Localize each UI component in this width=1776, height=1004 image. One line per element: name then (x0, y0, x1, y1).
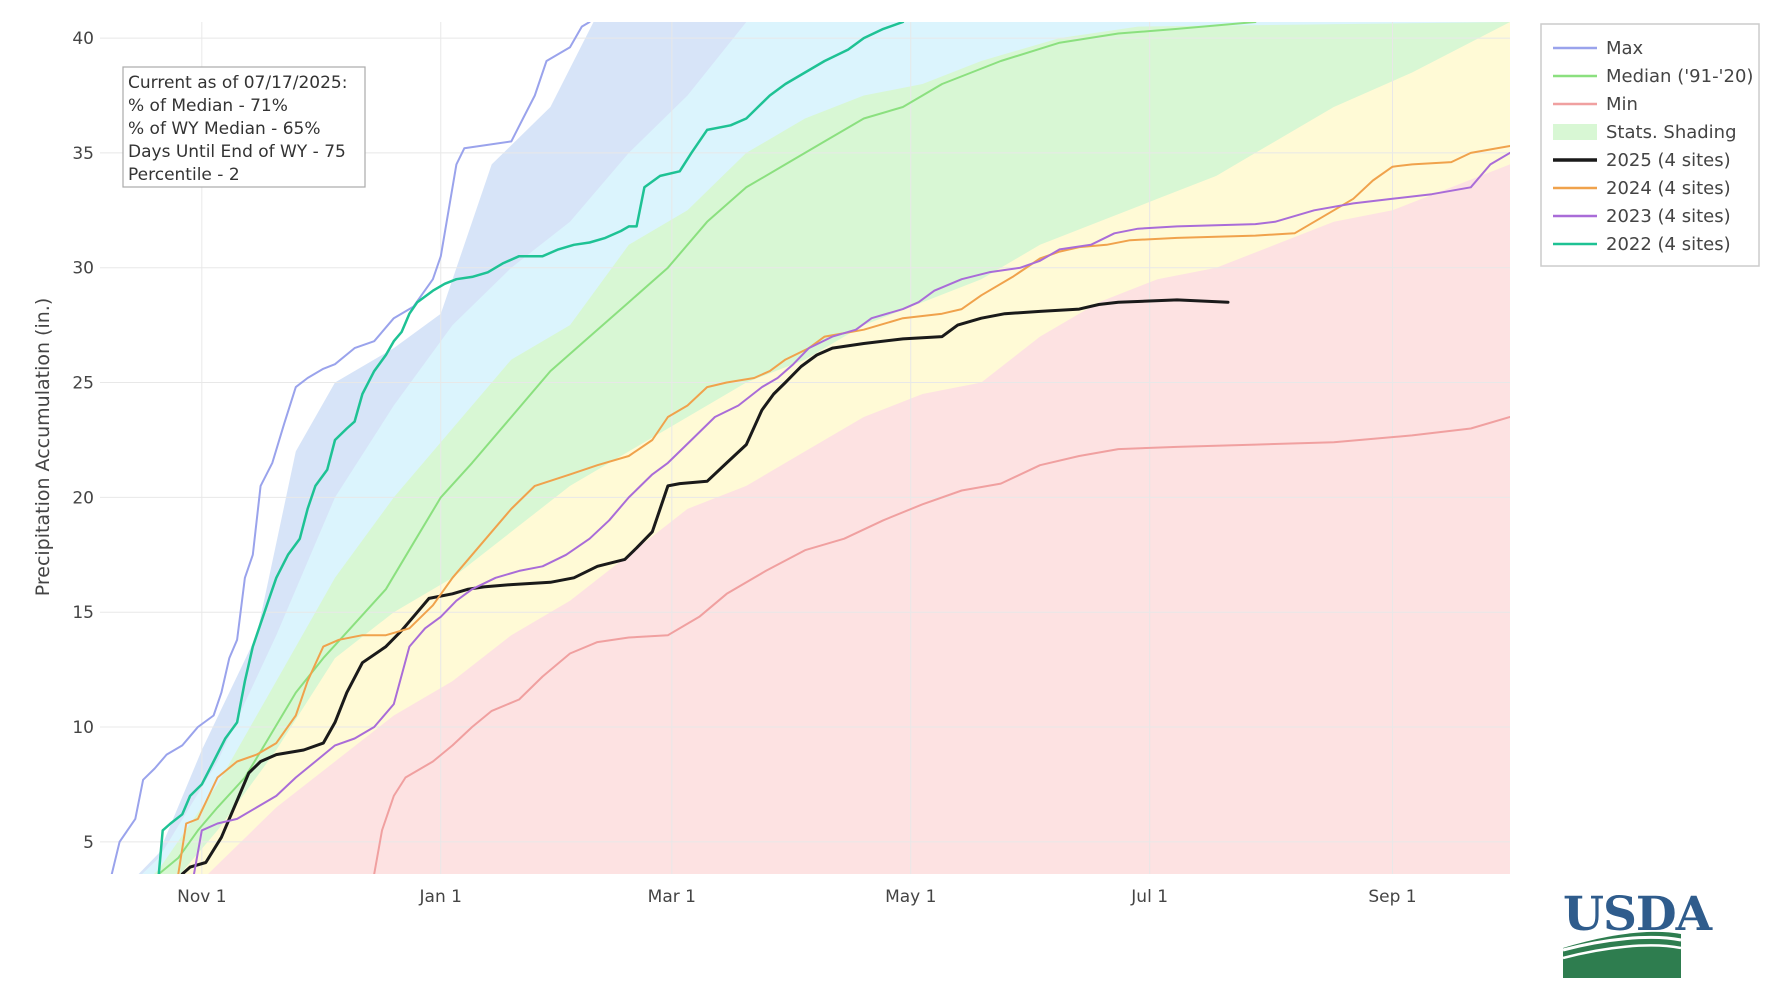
usda-logo-stripe-2 (1562, 944, 1682, 960)
y-axis-ticks: 5 10 15 20 25 30 35 40 (72, 29, 94, 853)
legend-label-4: 2025 (4 sites) (1606, 150, 1731, 171)
series-line-2024-4-sites (177, 145, 1510, 874)
y-tick-label-0: 5 (83, 833, 94, 853)
legend: Max Median ('91-'20) Min Stats. Shading 2025… (1540, 23, 1760, 267)
y-tick-label-2: 15 (72, 603, 94, 623)
x-tick-label-0: Nov 1 (177, 887, 226, 907)
legend-label-3: Stats. Shading (1606, 122, 1737, 143)
info-line-percentile: Percentile - 2 (128, 165, 240, 185)
info-line-days: Days Until End of WY - 75 (128, 142, 346, 162)
y-tick-label-5: 30 (72, 259, 94, 279)
series-line-median-91-20 (157, 22, 1257, 874)
x-axis-ticks: Nov 1 Jan 1 Mar 1 May 1 Jul 1 Sep 1 (177, 887, 1417, 907)
stats-band-4 (208, 164, 1510, 874)
x-tick-label-2: Mar 1 (648, 887, 696, 907)
legend-label-2: Min (1606, 94, 1638, 115)
x-tick-label-1: Jan 1 (419, 887, 462, 907)
x-tick-label-5: Sep 1 (1368, 887, 1416, 907)
series-line-min (373, 416, 1510, 874)
info-line-wy-median: % of WY Median - 65% (128, 119, 321, 139)
usda-logo-stripe-1 (1562, 935, 1682, 952)
y-tick-label-6: 35 (72, 144, 94, 164)
x-tick-label-3: May 1 (885, 887, 936, 907)
legend-label-5: 2024 (4 sites) (1606, 178, 1731, 199)
legend-label-1: Median ('91-'20) (1606, 66, 1753, 87)
legend-label-0: Max (1606, 38, 1644, 59)
series-lines (110, 22, 1510, 874)
info-box: Current as of 07/17/2025: % of Median - … (122, 66, 366, 188)
info-line-median: % of Median - 71% (128, 96, 288, 116)
info-line-current: Current as of 07/17/2025: (128, 73, 347, 93)
series-line-2025-4-sites (180, 298, 1230, 874)
y-tick-label-3: 20 (72, 488, 94, 508)
series-line-max (110, 22, 591, 874)
usda-logo: USDA (1562, 887, 1714, 978)
stats-shading-bands (138, 22, 1510, 874)
legend-frame (1540, 23, 1760, 267)
legend-label-6: 2023 (4 sites) (1606, 206, 1731, 227)
y-tick-label-4: 25 (72, 374, 94, 394)
grid-lines (100, 22, 1510, 874)
x-tick-label-4: Jul 1 (1130, 887, 1168, 907)
legend-swatch-3 (1553, 124, 1597, 140)
series-line-2023-4-sites (193, 151, 1510, 874)
y-tick-label-1: 10 (72, 718, 94, 738)
series-line-2022-4-sites (157, 22, 905, 874)
info-box-frame (122, 66, 366, 188)
y-tick-label-7: 40 (72, 29, 94, 49)
legend-label-7: 2022 (4 sites) (1606, 234, 1731, 255)
y-axis-label: Precipitation Accumulation (in.) (32, 298, 54, 597)
